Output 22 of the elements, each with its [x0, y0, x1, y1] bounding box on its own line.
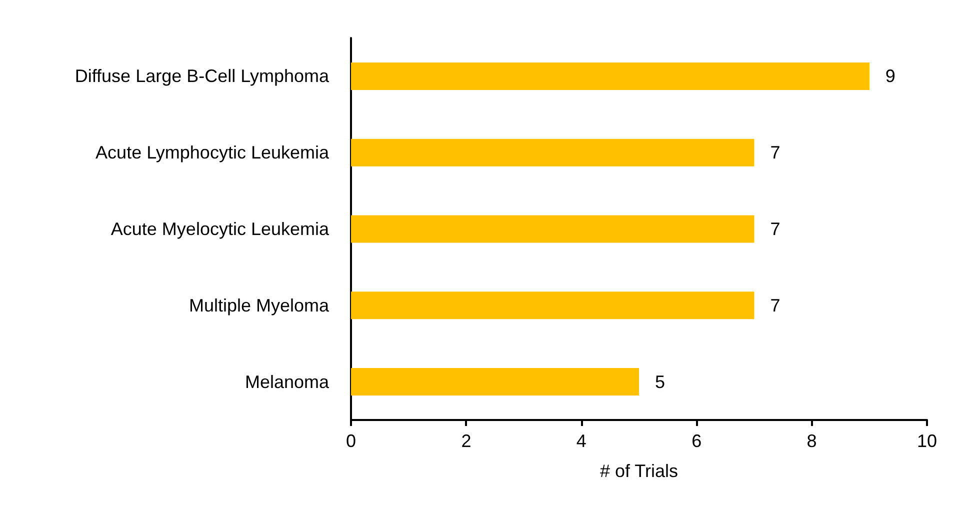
x-tick-label: 2 [461, 431, 472, 451]
y-tick-label: Acute Myelocytic Leukemia [110, 219, 330, 239]
data-label: 7 [770, 295, 780, 316]
bar [351, 62, 870, 90]
x-tick-label: 4 [576, 431, 586, 451]
x-tick-label: 8 [806, 431, 817, 451]
x-tick-label: 10 [916, 431, 938, 451]
y-tick-label: Acute Lymphocytic Leukemia [96, 142, 330, 163]
bar [351, 215, 754, 243]
bar [351, 138, 754, 166]
data-label: 7 [770, 219, 780, 239]
x-tick-label: 0 [346, 431, 356, 451]
bar [351, 292, 754, 320]
data-label: 9 [885, 66, 896, 86]
x-tick-label: 6 [692, 431, 702, 451]
y-tick-label: Melanoma [244, 372, 330, 392]
y-tick-label: Diffuse Large B-Cell Lymphoma [74, 66, 330, 86]
x-axis-title: # of Trials [600, 461, 678, 481]
data-label: 7 [770, 142, 780, 163]
bar [351, 368, 639, 396]
y-tick-label: Multiple Myeloma [188, 295, 330, 316]
data-label: 5 [655, 372, 666, 392]
